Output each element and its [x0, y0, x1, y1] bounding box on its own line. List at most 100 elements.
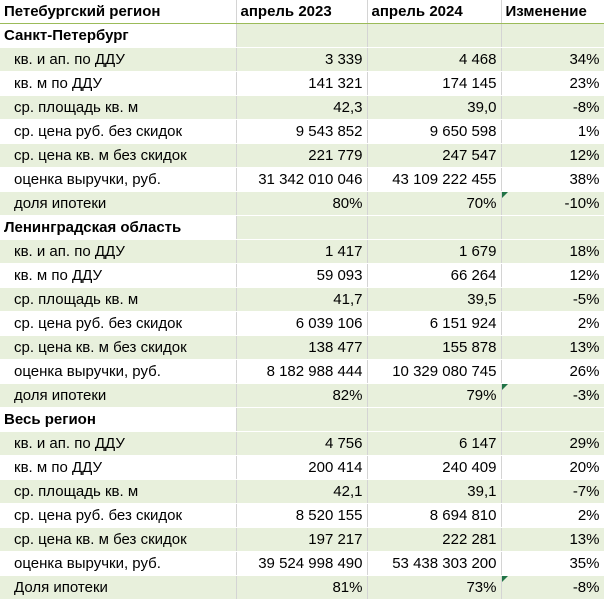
value-2023[interactable]: 6 039 106 [236, 312, 367, 336]
metric-label[interactable]: оценка выручки, руб. [0, 552, 236, 576]
metric-label[interactable]: оценка выручки, руб. [0, 168, 236, 192]
value-2024[interactable]: 73% [367, 576, 501, 599]
value-2024[interactable]: 1 679 [367, 240, 501, 264]
change-value[interactable]: -8% [501, 576, 604, 599]
value-2023[interactable]: 82% [236, 384, 367, 408]
section-title[interactable]: Весь регион [0, 408, 236, 432]
empty-cell[interactable] [501, 24, 604, 48]
metric-label[interactable]: ср. цена кв. м без скидок [0, 144, 236, 168]
value-2024[interactable]: 155 878 [367, 336, 501, 360]
value-2024[interactable]: 174 145 [367, 72, 501, 96]
metric-label[interactable]: кв. и ап. по ДДУ [0, 240, 236, 264]
metric-label[interactable]: ср. цена руб. без скидок [0, 504, 236, 528]
value-2024[interactable]: 43 109 222 455 [367, 168, 501, 192]
metric-label[interactable]: ср. цена кв. м без скидок [0, 528, 236, 552]
value-2023[interactable]: 1 417 [236, 240, 367, 264]
value-2024[interactable]: 4 468 [367, 48, 501, 72]
header-cell-region[interactable]: Петебургский регион [0, 0, 236, 24]
change-value[interactable]: 2% [501, 312, 604, 336]
value-2023[interactable]: 42,3 [236, 96, 367, 120]
value-2024[interactable]: 8 694 810 [367, 504, 501, 528]
section-title[interactable]: Санкт-Петербург [0, 24, 236, 48]
value-2023[interactable]: 80% [236, 192, 367, 216]
change-value[interactable]: 20% [501, 456, 604, 480]
metric-label[interactable]: ср. цена кв. м без скидок [0, 336, 236, 360]
metric-label[interactable]: оценка выручки, руб. [0, 360, 236, 384]
change-value[interactable]: 26% [501, 360, 604, 384]
empty-cell[interactable] [367, 408, 501, 432]
value-2023[interactable]: 4 756 [236, 432, 367, 456]
change-value[interactable]: 35% [501, 552, 604, 576]
empty-cell[interactable] [501, 408, 604, 432]
value-2023[interactable]: 39 524 998 490 [236, 552, 367, 576]
value-2023[interactable]: 200 414 [236, 456, 367, 480]
empty-cell[interactable] [367, 24, 501, 48]
value-2024[interactable]: 53 438 303 200 [367, 552, 501, 576]
change-value[interactable]: -8% [501, 96, 604, 120]
value-2024[interactable]: 39,0 [367, 96, 501, 120]
metric-label[interactable]: кв. м по ДДУ [0, 264, 236, 288]
value-2023[interactable]: 197 217 [236, 528, 367, 552]
empty-cell[interactable] [236, 24, 367, 48]
value-2023[interactable]: 59 093 [236, 264, 367, 288]
change-value[interactable]: 23% [501, 72, 604, 96]
change-value[interactable]: -10% [501, 192, 604, 216]
change-value[interactable]: 1% [501, 120, 604, 144]
metric-label[interactable]: ср. площадь кв. м [0, 480, 236, 504]
value-2023[interactable]: 41,7 [236, 288, 367, 312]
value-2023[interactable]: 31 342 010 046 [236, 168, 367, 192]
header-cell-2023[interactable]: апрель 2023 [236, 0, 367, 24]
value-2024[interactable]: 222 281 [367, 528, 501, 552]
value-2024[interactable]: 66 264 [367, 264, 501, 288]
change-value[interactable]: -3% [501, 384, 604, 408]
metric-label[interactable]: кв. и ап. по ДДУ [0, 432, 236, 456]
value-2023[interactable]: 221 779 [236, 144, 367, 168]
change-value[interactable]: 18% [501, 240, 604, 264]
value-2024[interactable]: 10 329 080 745 [367, 360, 501, 384]
value-2024[interactable]: 70% [367, 192, 501, 216]
metric-label[interactable]: доля ипотеки [0, 192, 236, 216]
value-2023[interactable]: 8 182 988 444 [236, 360, 367, 384]
value-2023[interactable]: 141 321 [236, 72, 367, 96]
section-title[interactable]: Ленинградская область [0, 216, 236, 240]
value-2023[interactable]: 9 543 852 [236, 120, 367, 144]
change-value[interactable]: 12% [501, 144, 604, 168]
change-value[interactable]: 29% [501, 432, 604, 456]
value-2024[interactable]: 9 650 598 [367, 120, 501, 144]
change-value[interactable]: 34% [501, 48, 604, 72]
value-2024[interactable]: 39,1 [367, 480, 501, 504]
change-value[interactable]: 13% [501, 528, 604, 552]
value-2024[interactable]: 247 547 [367, 144, 501, 168]
metric-label[interactable]: ср. площадь кв. м [0, 96, 236, 120]
change-value[interactable]: 2% [501, 504, 604, 528]
value-2024[interactable]: 240 409 [367, 456, 501, 480]
change-value[interactable]: -7% [501, 480, 604, 504]
metric-label[interactable]: кв. и ап. по ДДУ [0, 48, 236, 72]
metric-label[interactable]: ср. цена руб. без скидок [0, 312, 236, 336]
change-value[interactable]: 38% [501, 168, 604, 192]
change-value[interactable]: -5% [501, 288, 604, 312]
value-2023[interactable]: 138 477 [236, 336, 367, 360]
header-cell-change[interactable]: Изменение [501, 0, 604, 24]
empty-cell[interactable] [236, 216, 367, 240]
metric-label[interactable]: доля ипотеки [0, 384, 236, 408]
change-value[interactable]: 13% [501, 336, 604, 360]
value-2024[interactable]: 6 151 924 [367, 312, 501, 336]
value-2023[interactable]: 8 520 155 [236, 504, 367, 528]
empty-cell[interactable] [367, 216, 501, 240]
value-2024[interactable]: 79% [367, 384, 501, 408]
metric-label[interactable]: ср. цена руб. без скидок [0, 120, 236, 144]
header-cell-2024[interactable]: апрель 2024 [367, 0, 501, 24]
change-value[interactable]: 12% [501, 264, 604, 288]
metric-label[interactable]: кв. м по ДДУ [0, 72, 236, 96]
value-2023[interactable]: 3 339 [236, 48, 367, 72]
metric-label[interactable]: ср. площадь кв. м [0, 288, 236, 312]
value-2024[interactable]: 6 147 [367, 432, 501, 456]
value-2024[interactable]: 39,5 [367, 288, 501, 312]
value-2023[interactable]: 42,1 [236, 480, 367, 504]
metric-label[interactable]: Доля ипотеки [0, 576, 236, 599]
empty-cell[interactable] [236, 408, 367, 432]
empty-cell[interactable] [501, 216, 604, 240]
value-2023[interactable]: 81% [236, 576, 367, 599]
metric-label[interactable]: кв. м по ДДУ [0, 456, 236, 480]
